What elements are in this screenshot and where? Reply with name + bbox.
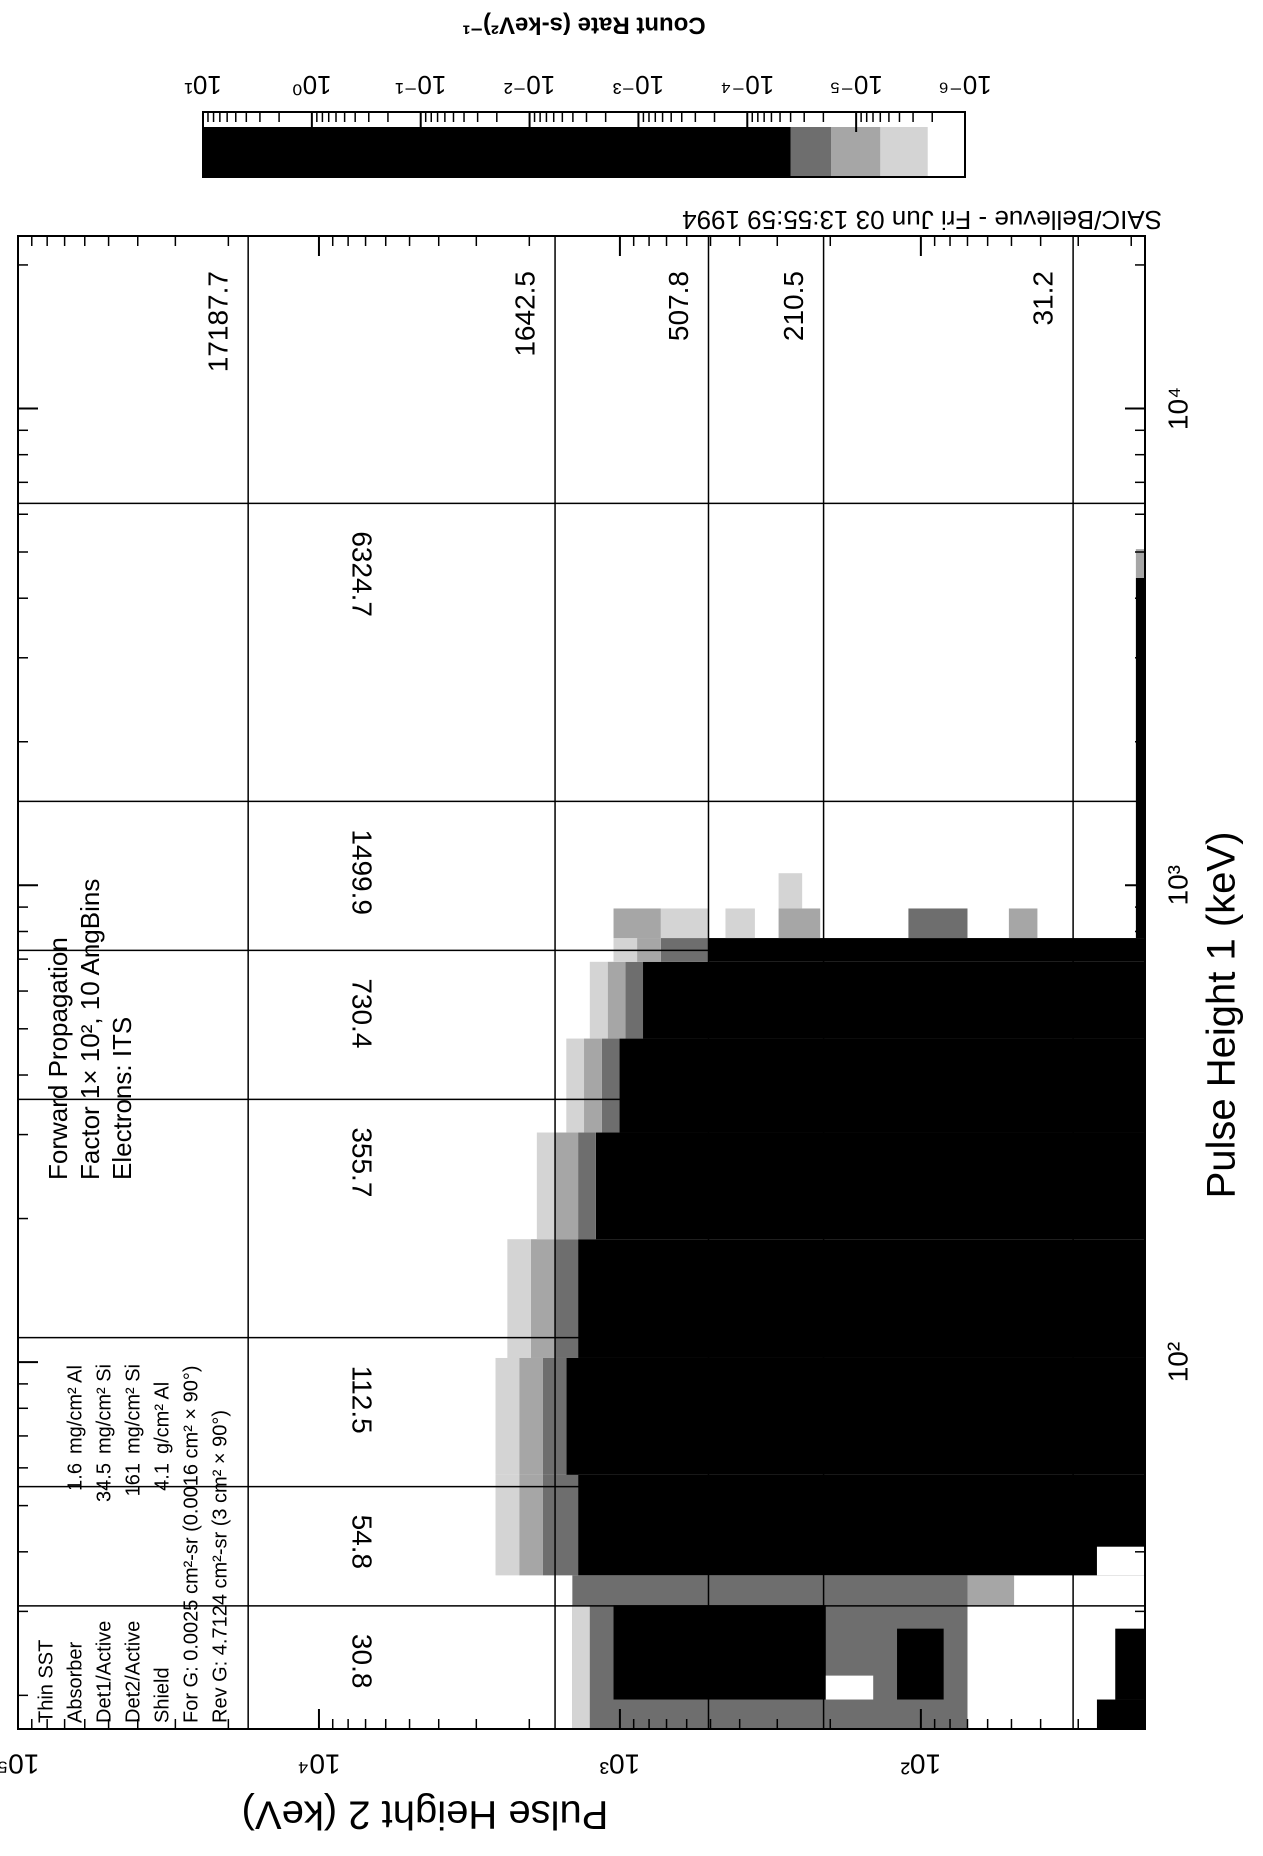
line-label: 1642.5 bbox=[509, 271, 540, 357]
y-tick-label: 10² bbox=[901, 1749, 941, 1780]
heat-cell bbox=[660, 908, 708, 939]
heat-cell bbox=[643, 961, 1145, 1039]
heat-cell bbox=[778, 908, 821, 939]
heat-cell bbox=[625, 961, 644, 1039]
heat-cell bbox=[619, 1038, 1145, 1133]
colorbar-segment bbox=[927, 127, 965, 177]
colorbar-tick-label: 10⁻⁵ bbox=[829, 70, 882, 100]
colorbar-tick-label: 10⁻² bbox=[504, 70, 556, 100]
config-unit: mg/cm² Si bbox=[93, 1364, 115, 1454]
heat-cell bbox=[519, 1474, 543, 1576]
heat-cell bbox=[1008, 908, 1038, 939]
colorbar-tick-label: 10⁻³ bbox=[612, 70, 664, 100]
config-value: 161 bbox=[122, 1463, 144, 1496]
config-value: 34.5 bbox=[93, 1463, 115, 1502]
colorbar-frame bbox=[202, 111, 966, 178]
heat-cell bbox=[584, 1038, 602, 1133]
colorbar-segment bbox=[831, 127, 881, 177]
colorbar-segment bbox=[790, 127, 832, 177]
line-label: 507.8 bbox=[663, 271, 694, 341]
config-unit: mg/cm² Al bbox=[64, 1365, 86, 1454]
y-tick-label: 10⁵ bbox=[0, 1749, 39, 1780]
heat-cell bbox=[897, 1628, 944, 1700]
heat-cell bbox=[572, 1605, 590, 1729]
colorbar-tick-label: 10¹ bbox=[184, 70, 222, 100]
y-tick-label: 10⁴ bbox=[297, 1749, 340, 1780]
colorbar-segment bbox=[203, 127, 791, 177]
heat-cell bbox=[554, 1239, 579, 1358]
line-label: 112.5 bbox=[347, 1366, 378, 1434]
note: Electrons: ITS bbox=[107, 1017, 137, 1180]
heat-cell bbox=[967, 1575, 1015, 1606]
heat-cell bbox=[578, 1132, 596, 1240]
colorbar-tick-label: 10⁻⁴ bbox=[720, 70, 774, 100]
heat-cell bbox=[530, 1239, 555, 1358]
x-tick-label: 10³ bbox=[1162, 865, 1193, 905]
heat-cell bbox=[1135, 578, 1145, 939]
config-label: Det1/Active bbox=[93, 1621, 115, 1723]
config-unit: g/cm² Al bbox=[151, 1382, 173, 1454]
heat-cell bbox=[1135, 549, 1145, 579]
line-label: 1499.9 bbox=[347, 829, 378, 915]
heat-cell bbox=[1096, 1699, 1145, 1729]
colorbar-tick-label: 10⁻¹ bbox=[395, 70, 447, 100]
heat-cell bbox=[554, 1132, 579, 1240]
heat-cell bbox=[607, 961, 626, 1039]
heat-cell bbox=[495, 1357, 520, 1475]
line-label: 17187.7 bbox=[203, 271, 234, 372]
config-label: Absorber bbox=[64, 1642, 86, 1723]
line-label: 6324.7 bbox=[347, 531, 378, 617]
config-value: 4.1 bbox=[151, 1463, 173, 1491]
heat-cell bbox=[613, 1605, 826, 1700]
heat-cell bbox=[825, 1675, 874, 1700]
heat-cell bbox=[613, 908, 661, 939]
colorbar-tick-label: 10⁻⁶ bbox=[938, 70, 991, 100]
heat-cell bbox=[725, 908, 755, 939]
x-axis-title: Pulse Height 1 (keV) bbox=[1200, 832, 1244, 1199]
heat-cell bbox=[908, 908, 968, 939]
note: Factor 1× 10², 10 AngBins bbox=[75, 879, 105, 1180]
note: Forward Propagation bbox=[43, 937, 73, 1180]
y-axis-title: Pulse Height 2 (keV) bbox=[242, 1792, 609, 1836]
heat-cell bbox=[542, 1474, 579, 1576]
heat-cell bbox=[519, 1357, 543, 1475]
source-stamp: SAIC/Bellevue - Fri Jun 03 13:55:59 1994 bbox=[682, 205, 1162, 235]
line-label: 31.2 bbox=[1027, 271, 1058, 326]
line-label: 54.8 bbox=[347, 1515, 378, 1570]
heat-cell bbox=[1115, 1628, 1145, 1700]
heat-cell bbox=[536, 1132, 555, 1240]
config-label: Det2/Active bbox=[122, 1621, 144, 1723]
heat-cell bbox=[601, 1038, 620, 1133]
heat-cell bbox=[566, 1038, 585, 1133]
x-tick-label: 10² bbox=[1162, 1342, 1193, 1382]
line-label: 355.7 bbox=[347, 1127, 378, 1197]
config-unit: mg/cm² Si bbox=[122, 1364, 144, 1454]
config-label: Shield bbox=[151, 1667, 173, 1723]
plot-frame bbox=[17, 235, 1146, 1730]
heat-cell bbox=[566, 1357, 1145, 1475]
config-for-g: For G: 0.0025 cm²-sr (0.0016 cm² × 90°) bbox=[180, 1365, 202, 1723]
heat-cell bbox=[495, 1474, 520, 1576]
heat-cell bbox=[578, 1239, 1145, 1358]
config-rev-g: Rev G: 4.7124 cm²-sr (3 cm² × 90°) bbox=[209, 1410, 231, 1723]
line-label: 730.4 bbox=[347, 978, 378, 1048]
y-tick-label: 10³ bbox=[600, 1749, 640, 1780]
heat-cell bbox=[589, 961, 608, 1039]
heat-cell bbox=[507, 1239, 531, 1358]
heat-cell bbox=[595, 1132, 1145, 1240]
colorbar-tick-label: 10⁰ bbox=[292, 70, 331, 100]
line-label: 30.8 bbox=[347, 1634, 378, 1689]
heat-cell bbox=[1096, 1546, 1145, 1576]
heat-cell bbox=[778, 873, 803, 909]
config-value: 1.6 bbox=[64, 1463, 86, 1491]
heat-cell bbox=[578, 1474, 1145, 1576]
colorbar-title: Count Rate (s-keV²)⁻¹ bbox=[462, 12, 705, 39]
x-tick-label: 10⁴ bbox=[1162, 387, 1193, 430]
colorbar-segment bbox=[880, 127, 928, 177]
config-title: Thin SST bbox=[35, 1640, 57, 1723]
line-label: 210.5 bbox=[778, 271, 809, 341]
